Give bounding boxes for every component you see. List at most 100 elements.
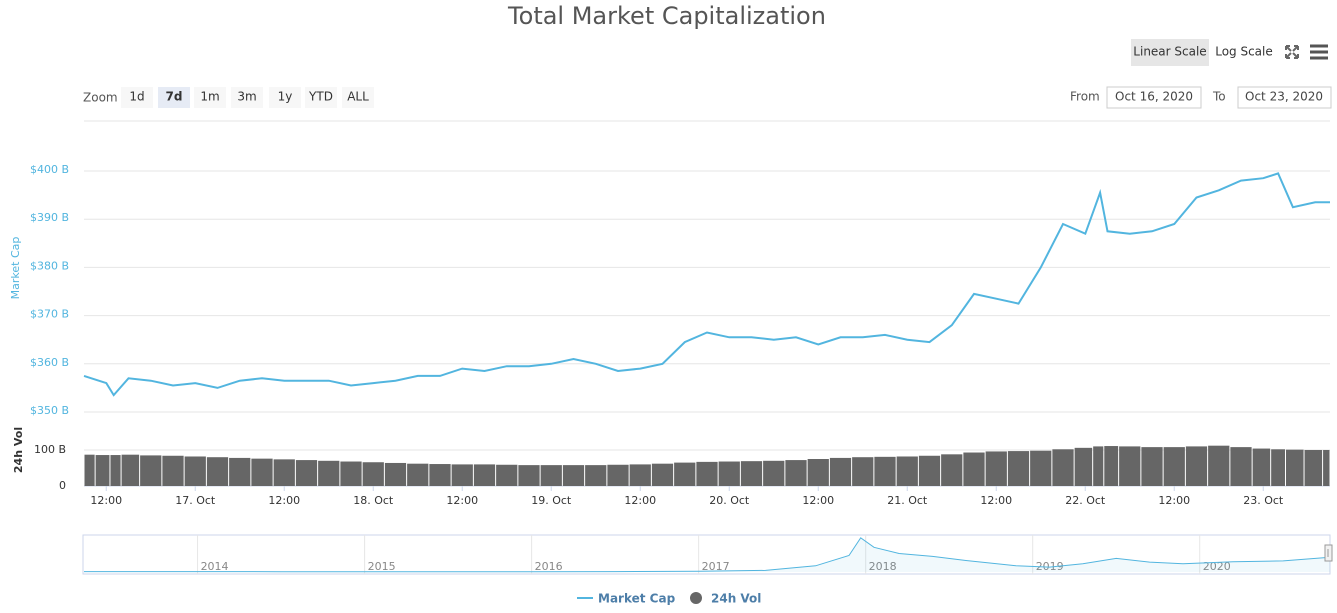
zoom-button-bg[interactable] [158,87,190,108]
x-tick-label: 12:00 [624,494,656,507]
zoom-button[interactable]: ALL [347,90,369,104]
chart-title: Total Market Capitalization [507,2,826,30]
volume-bar [896,456,918,486]
volume-bar [1141,447,1163,486]
volume-bar [121,454,140,486]
volume-bar [1093,446,1104,486]
x-tick-label: 23. Oct [1243,494,1284,507]
volume-bar [518,465,540,486]
zoom-button[interactable]: YTD [308,90,333,104]
zoom-button-bg[interactable] [121,87,153,108]
y-tick-label: $360 B [30,356,69,369]
volume-bar [429,464,451,486]
y2-tick-label: 0 [59,479,66,492]
navigator-area [84,537,1330,572]
x-tick-label: 12:00 [268,494,300,507]
volume-bar [95,455,110,486]
volume-bar [162,455,184,486]
legend-label[interactable]: Market Cap [598,592,676,606]
zoom-button[interactable]: 3m [237,90,256,104]
zoom-label: Zoom [83,91,118,105]
zoom-button[interactable]: 1m [200,90,219,104]
y2-axis-title: 24h Vol [12,427,25,473]
volume-bar [251,458,273,486]
navigator-tick-label: 2019 [1036,560,1064,573]
volume-bar [1230,447,1252,486]
volume-bar [874,456,896,486]
volume-bar [340,461,362,486]
scale-button-bg[interactable] [1131,39,1209,66]
scale-button[interactable]: Linear Scale [1133,45,1206,59]
to-date[interactable]: Oct 23, 2020 [1245,90,1323,104]
volume-bar [451,464,473,486]
zoom-button-bg[interactable] [269,87,301,108]
y-tick-label: $390 B [30,211,69,224]
zoom-button-bg[interactable] [231,87,263,108]
volume-bar [110,455,121,486]
zoom-button[interactable]: 1y [278,90,293,104]
zoom-button-bg[interactable] [305,87,337,108]
volume-bar [985,451,1007,486]
from-date[interactable]: Oct 16, 2020 [1115,90,1193,104]
volume-bar [407,463,429,486]
volume-bar [1208,445,1230,486]
zoom-button-bg[interactable] [342,87,374,108]
volume-bar [1252,448,1271,486]
volume-bar [473,464,496,486]
x-tick-label: 12:00 [446,494,478,507]
volume-bar [273,459,295,486]
navigator-tick-label: 2020 [1203,560,1231,573]
volume-bar [651,463,674,486]
menu-icon[interactable] [1310,44,1328,60]
volume-bar [852,457,874,486]
volume-bar [1119,446,1141,486]
volume-bar [763,460,785,486]
volume-bar [1074,447,1093,486]
fullscreen-icon[interactable] [1285,45,1299,59]
volume-bar [84,454,95,486]
x-tick-label: 12:00 [980,494,1012,507]
navigator-line [84,537,1331,573]
zoom-button[interactable]: 1d [129,90,144,104]
x-tick-label: 20. Oct [709,494,750,507]
volume-bar [1304,450,1323,486]
navigator-tick-label: 2018 [869,560,897,573]
volume-bar [585,465,607,486]
y-tick-label: $400 B [30,163,69,176]
volume-bar [674,462,696,486]
volume-bar [318,460,340,486]
volume-bar [807,459,829,486]
volume-bar [140,455,162,486]
zoom-button-bg[interactable] [194,87,226,108]
volume-bar [1030,450,1052,486]
zoom-button[interactable]: 7d [166,90,183,104]
x-tick-label: 18. Oct [353,494,394,507]
y-tick-label: $350 B [30,404,69,417]
y-tick-label: $370 B [30,308,69,321]
volume-bar [362,462,384,486]
legend-label[interactable]: 24h Vol [711,592,761,606]
volume-bar [607,464,629,486]
navigator-tick-label: 2015 [368,560,396,573]
volume-bar [206,457,229,486]
volume-bar [562,465,585,486]
volume-bar [384,462,407,486]
volume-bar [229,457,251,486]
volume-bar [184,456,206,486]
from-input[interactable] [1106,86,1202,109]
x-tick-label: 19. Oct [531,494,572,507]
volume-bar [718,461,740,486]
to-input[interactable] [1237,86,1332,109]
volume-bar [1286,449,1304,486]
scale-button[interactable]: Log Scale [1215,45,1273,59]
volume-bar [1271,449,1285,486]
navigator-tick-label: 2017 [702,560,730,573]
volume-bar [740,461,763,486]
to-label: To [1212,90,1226,104]
volume-bar [918,455,941,486]
navigator-tick-label: 2014 [201,560,229,573]
volume-bar [1052,449,1074,486]
volume-bar [963,452,985,486]
volume-bar [496,464,518,486]
